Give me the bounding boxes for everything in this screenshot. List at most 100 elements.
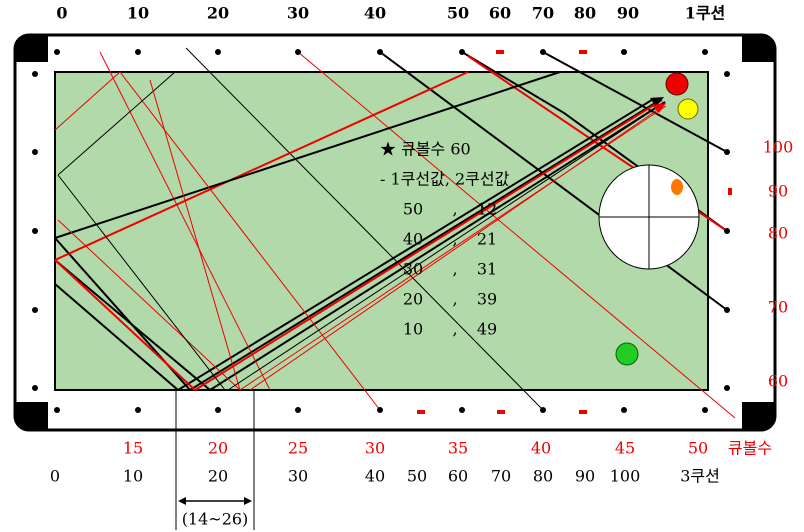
path-line	[54, 97, 656, 392]
path-line	[149, 79, 241, 391]
top-scale-label: 50	[447, 4, 469, 23]
diamond	[32, 228, 38, 234]
third-cushion-label: 10	[123, 467, 143, 486]
diamond	[459, 407, 465, 413]
note-cell: 21	[477, 230, 497, 249]
arrow-head	[652, 103, 666, 113]
cue-ball-scale-label: 20	[208, 439, 228, 458]
path-line	[54, 71, 381, 411]
note-cell: ,	[452, 260, 457, 279]
note-cell: 30	[403, 260, 423, 279]
red-ball	[665, 72, 689, 96]
path-line	[249, 107, 661, 391]
corner	[742, 402, 775, 430]
third-cushion-label: 70	[491, 467, 511, 486]
note-cell: 20	[403, 290, 423, 309]
cue-ball-scale-label: 25	[288, 439, 308, 458]
diamond	[135, 49, 141, 55]
note-cell: 40	[403, 230, 423, 249]
cue-ball-scale-label: 큐볼수	[728, 439, 772, 458]
diamond	[32, 149, 38, 155]
third-cushion-label: 0	[50, 467, 60, 486]
diamond	[724, 149, 730, 155]
diamond	[54, 49, 60, 55]
cue-ball-scale-label: 15	[123, 439, 143, 458]
top-scale-label: 1쿠션	[685, 4, 726, 23]
table-cloth	[54, 71, 709, 391]
green-ball	[615, 342, 639, 366]
diamond	[702, 49, 708, 55]
hit-point	[671, 179, 683, 195]
path-line	[57, 71, 176, 176]
diamond	[459, 49, 465, 55]
right-scale-label: 90	[768, 182, 788, 201]
note-cell: ,	[452, 290, 457, 309]
red-marker	[417, 410, 425, 414]
corner	[15, 35, 48, 62]
arrow-heads	[178, 497, 252, 505]
cue-ball-scale-label: 40	[531, 439, 551, 458]
note-cell: 10	[403, 320, 423, 339]
third-cushion-label: 60	[448, 467, 468, 486]
cue-ball-scale-label: 50	[688, 439, 708, 458]
top-scale-label: 60	[489, 4, 511, 23]
path-line	[54, 101, 666, 392]
yellow-ball	[677, 98, 699, 120]
note-cell: 12	[477, 200, 497, 219]
third-cushion-label: 80	[533, 467, 553, 486]
third-cushion-label: 90	[575, 467, 595, 486]
top-scale-label: 20	[207, 4, 229, 23]
range-label: (14~26)	[182, 510, 249, 529]
cue-ball-scale-label: 30	[365, 439, 385, 458]
third-cushion-label: 30	[288, 467, 308, 486]
top-scale-label: 90	[617, 4, 639, 23]
diamond	[724, 71, 730, 77]
note-subtitle: - 1쿠선값, 2쿠선값	[380, 170, 510, 189]
cue-ball-scale-label: 35	[448, 439, 468, 458]
red-marker	[496, 50, 504, 54]
diamond	[724, 307, 730, 313]
diamond	[377, 407, 383, 413]
path-line	[297, 51, 736, 419]
arrow-head	[650, 97, 664, 107]
path-line	[54, 99, 663, 392]
diamond	[295, 407, 301, 413]
diamond	[540, 407, 546, 413]
diamond	[702, 407, 708, 413]
diamond	[621, 49, 627, 55]
diamond	[32, 71, 38, 77]
right-scale-label: 100	[763, 138, 794, 157]
diamond	[621, 407, 627, 413]
red-marker	[579, 50, 587, 54]
right-scale-label: 60	[768, 372, 788, 391]
right-scale-label: 70	[768, 298, 788, 317]
path-line	[99, 51, 271, 391]
top-scale-label: 10	[127, 4, 149, 23]
path-line	[227, 103, 663, 391]
red-marker	[728, 188, 732, 195]
diamond	[215, 407, 221, 413]
diamond	[32, 307, 38, 313]
path-line	[185, 47, 544, 411]
path-line	[54, 99, 661, 392]
cue-ball-scale-label: 45	[615, 439, 635, 458]
corner	[15, 402, 48, 430]
right-scale-label: 80	[768, 224, 788, 243]
top-scale-label: 40	[364, 4, 386, 23]
top-scale-label: 0	[56, 4, 67, 23]
third-cushion-label: 100	[610, 467, 641, 486]
note-cell: ,	[452, 230, 457, 249]
diamond	[215, 49, 221, 55]
note-cell: ,	[452, 320, 457, 339]
top-scale-label: 80	[574, 4, 596, 23]
diamond	[32, 385, 38, 391]
third-cushion-label: 40	[365, 467, 385, 486]
path-line	[54, 71, 561, 239]
note-cell: 49	[477, 320, 497, 339]
diamond	[295, 49, 301, 55]
diamonds	[32, 49, 732, 414]
third-cushion-label: 50	[407, 467, 427, 486]
note-cell: ,	[452, 200, 457, 219]
note-cell: 39	[477, 290, 497, 309]
